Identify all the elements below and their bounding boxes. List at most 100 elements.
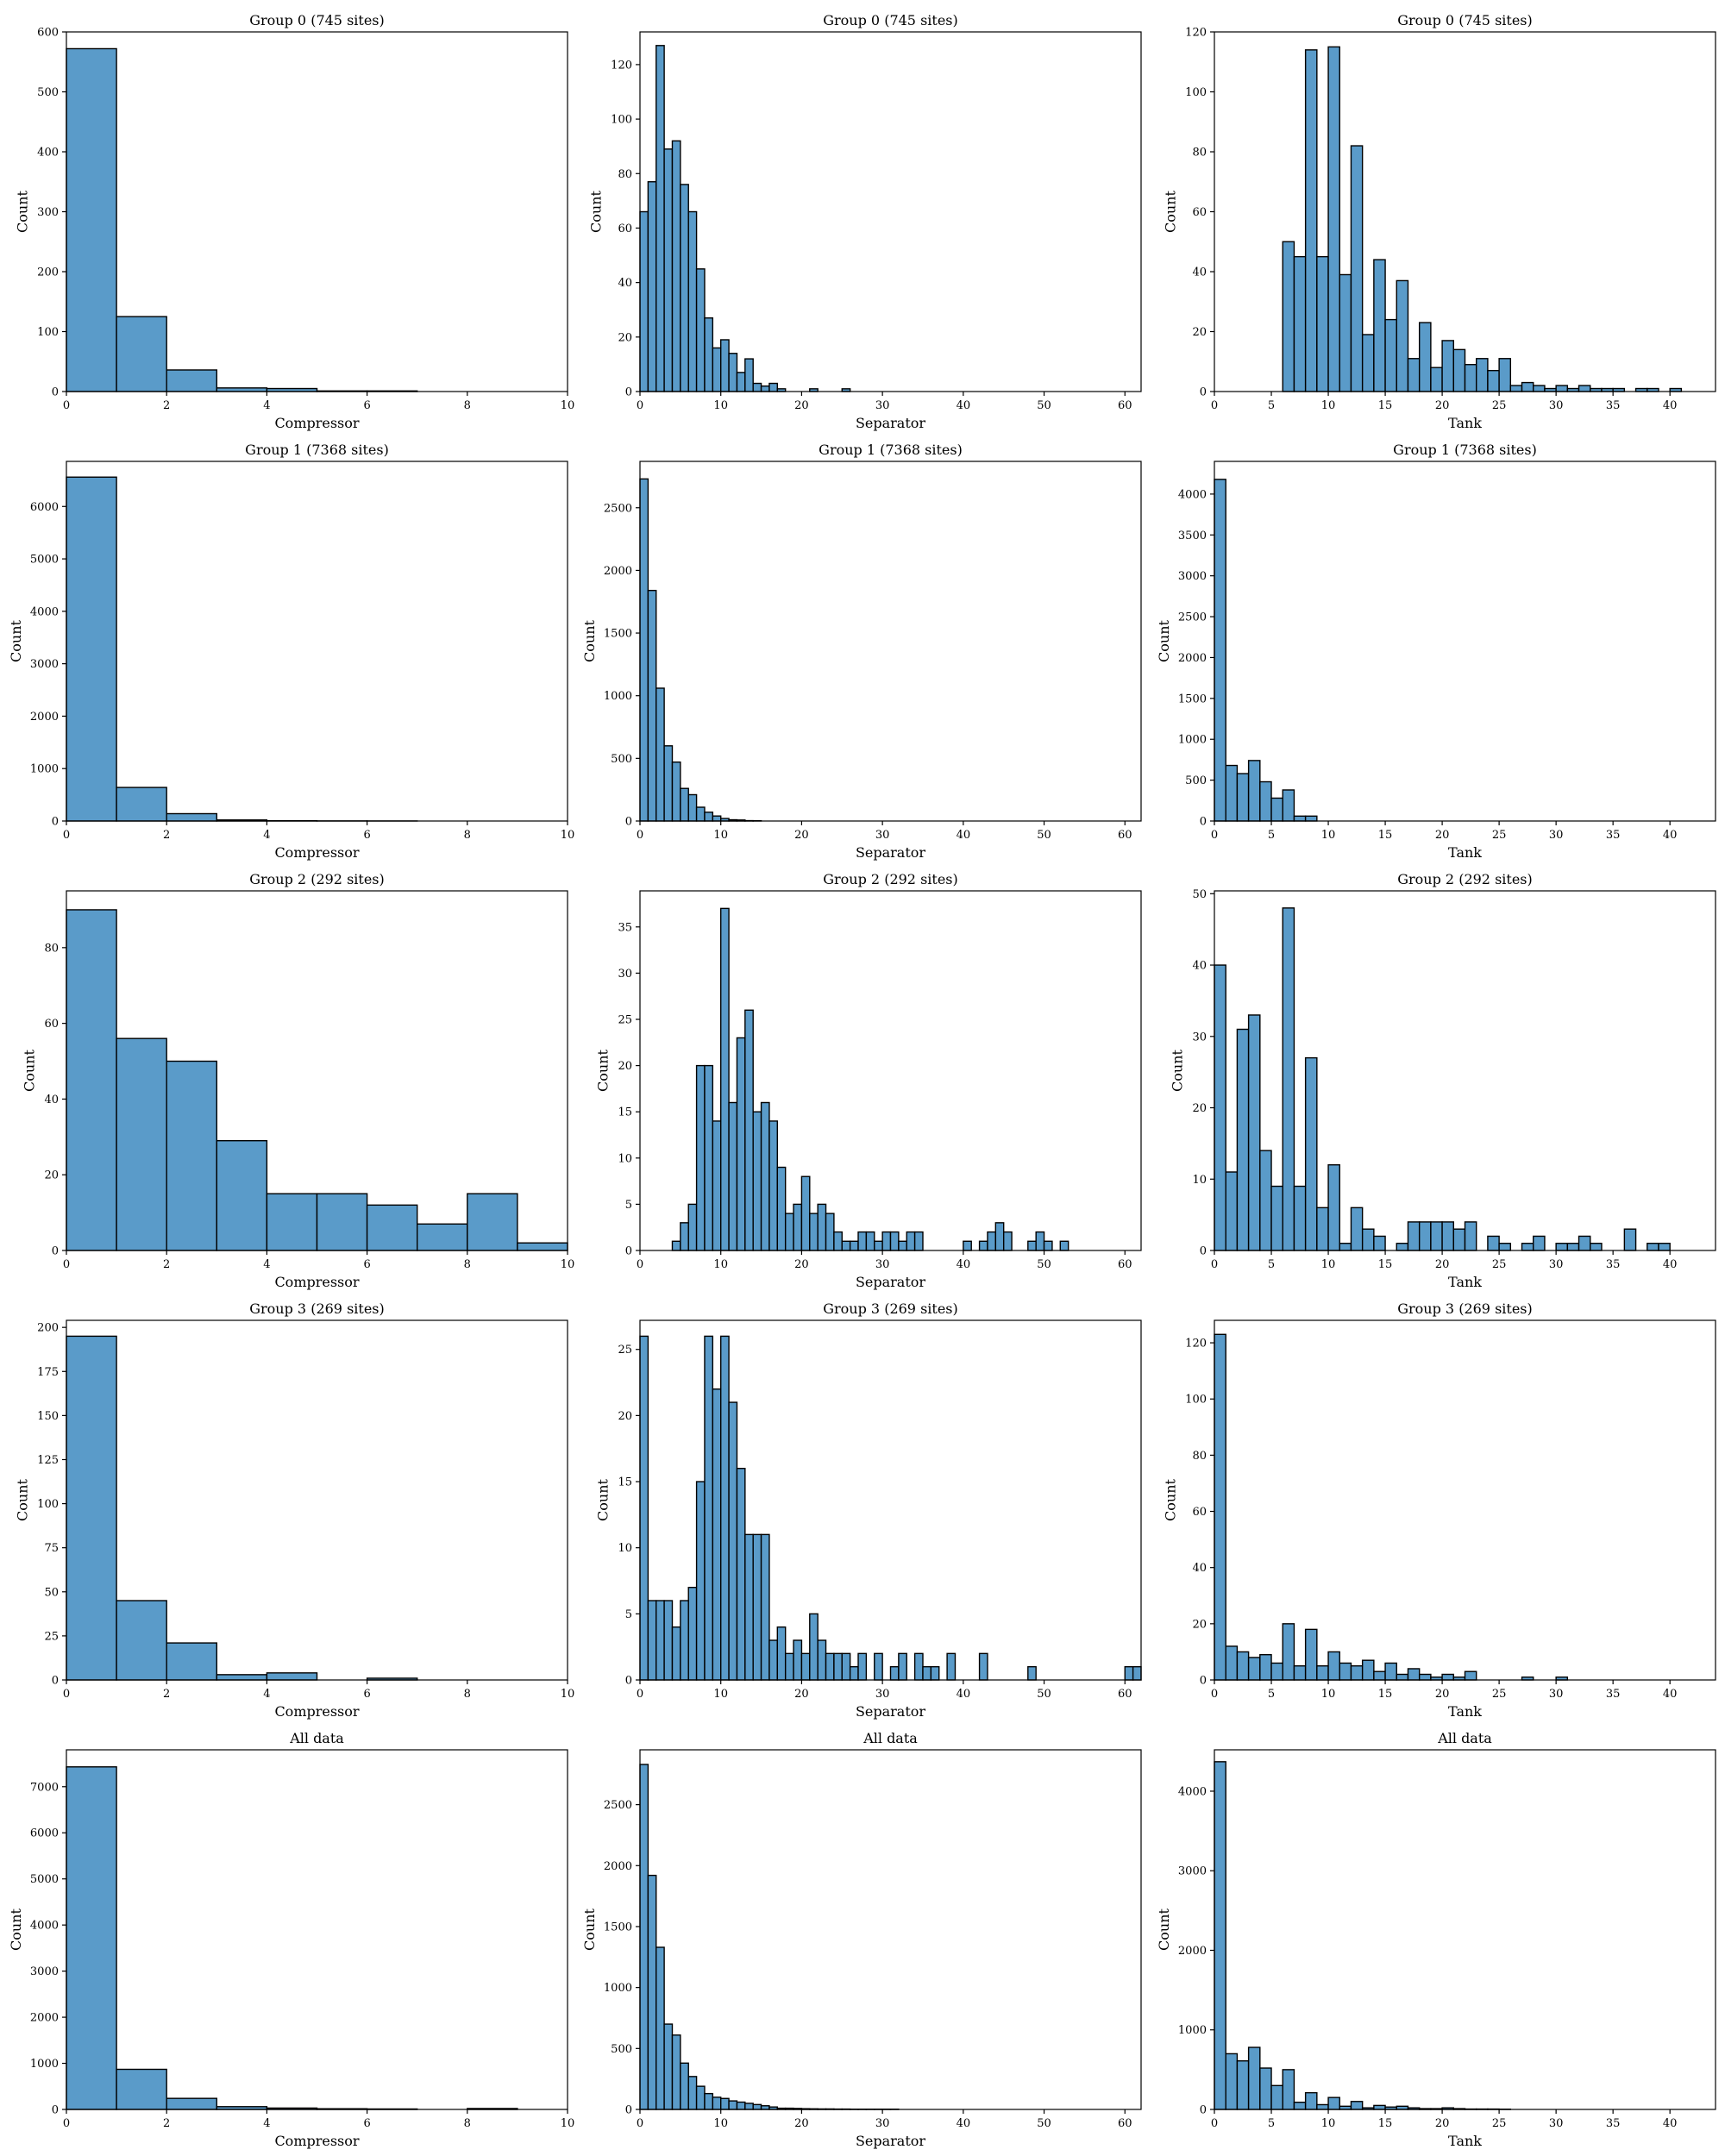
y-tick-label: 40 xyxy=(44,1094,59,1106)
subplot-title: Group 1 (7368 sites) xyxy=(245,442,389,458)
histogram-bar xyxy=(752,1111,762,1251)
histogram-bar xyxy=(736,372,746,392)
histogram-bar xyxy=(712,1388,722,1681)
histogram-bar xyxy=(712,347,722,392)
histogram-bar xyxy=(1361,334,1375,392)
x-tick-label: 20 xyxy=(794,829,809,842)
x-tick-label: 10 xyxy=(1321,829,1336,842)
histogram-bar xyxy=(1316,2103,1329,2110)
y-tick-label: 100 xyxy=(37,326,59,339)
histogram-bar xyxy=(647,181,657,392)
histogram-bar xyxy=(687,210,698,392)
y-tick-label: 4000 xyxy=(1178,1785,1207,1798)
histogram-bar xyxy=(266,1193,318,1251)
histogram-bar xyxy=(1236,2060,1250,2110)
x-tick-label: 4 xyxy=(263,829,270,842)
x-tick-label: 40 xyxy=(957,1688,971,1701)
x-tick-label: 30 xyxy=(1549,399,1564,412)
subplot-1: 0 10 20 30 40 50 60 0 20 40 60 80 100 120 Group 0 (745… xyxy=(588,12,1142,431)
histogram-bar xyxy=(1498,358,1512,392)
x-tick-label: 60 xyxy=(1118,2117,1132,2130)
x-tick-label: 30 xyxy=(1549,2117,1564,2130)
histogram-bar xyxy=(671,2034,681,2110)
x-tick-label: 15 xyxy=(1378,1688,1393,1701)
y-axis-label: Count xyxy=(581,619,598,661)
y-tick-label: 175 xyxy=(37,1366,59,1379)
histogram-bar xyxy=(417,1223,468,1251)
x-tick-label: 0 xyxy=(1211,1258,1218,1271)
histogram-bar xyxy=(467,1193,518,1251)
histogram-bar xyxy=(66,1335,117,1681)
y-tick-label: 0 xyxy=(625,2104,632,2117)
x-tick-label: 10 xyxy=(561,1688,575,1701)
histogram-bar xyxy=(963,1240,972,1251)
y-tick-label: 2000 xyxy=(30,2012,59,2025)
y-tick-label: 2000 xyxy=(604,565,632,578)
histogram-bar xyxy=(1578,385,1591,392)
histogram-bar xyxy=(216,1674,268,1681)
y-tick-label: 10 xyxy=(1192,1174,1207,1187)
x-tick-label: 60 xyxy=(1118,1688,1132,1701)
subplot-14: 0 5 10 15 20 25 30 35 40 0 1000 2000 3000 4000 All dat… xyxy=(1156,1730,1716,2149)
histogram-bar xyxy=(680,2062,689,2110)
subplot-title: Group 3 (269 sites) xyxy=(823,1300,958,1317)
x-tick-label: 35 xyxy=(1606,1688,1621,1701)
y-tick-label: 4000 xyxy=(30,1920,59,1933)
y-tick-label: 0 xyxy=(625,816,632,829)
histogram-bar xyxy=(1304,815,1318,822)
x-tick-label: 10 xyxy=(561,399,575,412)
y-tick-label: 0 xyxy=(625,386,632,399)
y-tick-label: 1000 xyxy=(30,763,59,776)
histogram-bar xyxy=(166,1060,217,1251)
histogram-bar xyxy=(680,184,689,392)
x-tick-label: 20 xyxy=(794,399,809,412)
x-tick-label: 60 xyxy=(1118,399,1132,412)
histogram-bar xyxy=(1259,1150,1272,1251)
histogram-bar xyxy=(784,1213,794,1251)
histogram-bar xyxy=(720,2097,730,2110)
y-tick-label: 60 xyxy=(1192,206,1207,219)
subplot-11: 0 5 10 15 20 25 30 35 40 0 20 40 60 80 100 120 Group 3 (… xyxy=(1163,1300,1716,1720)
x-tick-label: 40 xyxy=(1663,1688,1678,1701)
histogram-bar xyxy=(1027,1240,1037,1251)
plot-frame xyxy=(639,890,1142,1251)
histogram-bar xyxy=(1132,1665,1142,1681)
plot-frame xyxy=(639,31,1142,392)
y-tick-label: 40 xyxy=(1192,1562,1207,1575)
x-tick-label: 6 xyxy=(363,1258,370,1271)
y-tick-label: 100 xyxy=(37,1498,59,1511)
histogram-bar xyxy=(728,353,738,392)
x-axis-label: Tank xyxy=(1448,1274,1482,1290)
histogram-bar xyxy=(116,316,167,392)
plot-frame xyxy=(1214,1319,1716,1681)
histogram-bar xyxy=(793,1203,803,1251)
x-tick-label: 0 xyxy=(63,1688,70,1701)
x-axis-label: Compressor xyxy=(274,2133,359,2149)
histogram-bar xyxy=(1304,2091,1318,2110)
subplot-title: Group 2 (292 sites) xyxy=(1397,871,1533,887)
y-tick-label: 60 xyxy=(618,222,632,235)
histogram-bar xyxy=(663,1600,674,1681)
histogram-bar xyxy=(639,210,649,392)
x-tick-label: 35 xyxy=(1606,829,1621,842)
histogram-bar xyxy=(809,1613,819,1681)
x-tick-label: 10 xyxy=(1321,2117,1336,2130)
histogram-bar xyxy=(1214,1761,1226,2110)
subplot-3: 0 2 4 6 8 10 0 1000 2000 3000 4000 5000 6000 Group 1 … xyxy=(8,442,574,861)
y-tick-label: 1000 xyxy=(30,2058,59,2071)
histogram-bar xyxy=(704,1335,714,1681)
x-tick-label: 15 xyxy=(1378,829,1393,842)
histogram-bar xyxy=(1339,273,1352,392)
y-tick-label: 15 xyxy=(618,1106,632,1119)
subplot-title: All data xyxy=(289,1730,344,1746)
x-tick-label: 4 xyxy=(263,399,270,412)
y-tick-label: 80 xyxy=(44,942,59,955)
histogram-bar xyxy=(809,1213,819,1251)
plot-frame xyxy=(1214,1749,1716,2110)
y-tick-label: 3000 xyxy=(30,1965,59,1978)
x-tick-label: 5 xyxy=(1268,1688,1275,1701)
histogram-bar xyxy=(922,1665,932,1681)
y-axis-label: Count xyxy=(594,1478,611,1520)
histogram-bar xyxy=(1316,1206,1329,1251)
y-axis-label: Count xyxy=(8,1908,24,1950)
